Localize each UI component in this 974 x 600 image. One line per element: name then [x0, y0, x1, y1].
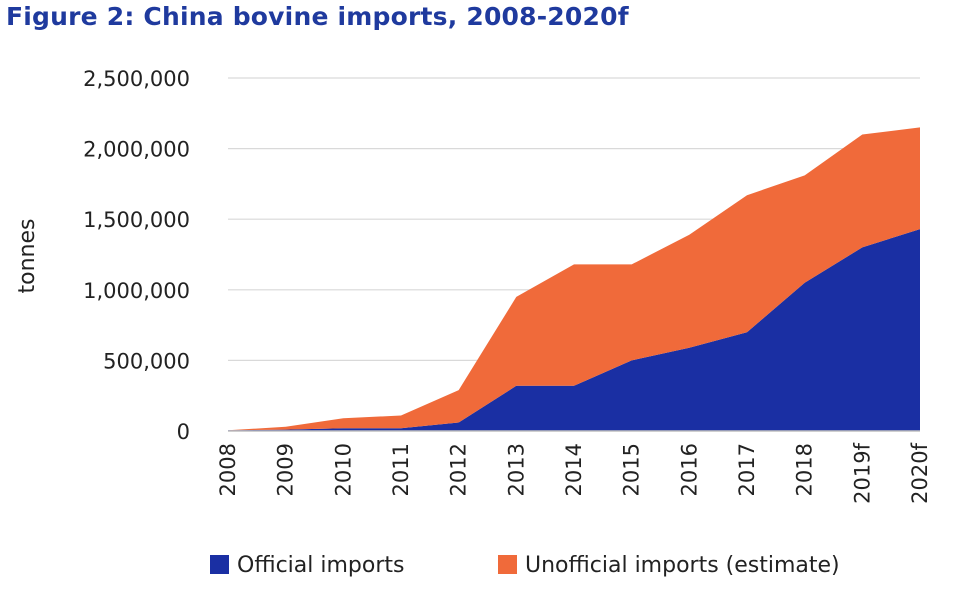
y-tick-label: 2,000,000: [83, 138, 190, 162]
legend-label: Official imports: [237, 553, 404, 578]
y-tick-label: 1,000,000: [83, 279, 190, 303]
x-tick-label: 2013: [504, 443, 528, 496]
y-tick-label: 500,000: [103, 349, 190, 373]
x-tick-label: 2008: [216, 443, 240, 496]
area-series: [228, 127, 920, 431]
area-official-imports: [228, 229, 920, 431]
x-tick-label: 2011: [389, 443, 413, 496]
area-unofficial-imports: [228, 127, 920, 431]
x-tick-label: 2012: [447, 443, 471, 496]
legend-label: Unofficial imports (estimate): [525, 553, 840, 578]
x-tick-label: 2014: [562, 443, 586, 496]
x-tick-label: 2015: [620, 443, 644, 496]
axes: 0 500,000 1,000,000 1,500,000 2,000,000 2,500…: [83, 67, 932, 504]
legend: Official imports Unofficial imports (esti…: [210, 553, 840, 578]
x-tick-label: 2010: [331, 443, 355, 496]
y-axis-label: tonnes: [15, 219, 40, 294]
x-tick-label: 2009: [274, 443, 298, 496]
chart-title: Figure 2: China bovine imports, 2008-202…: [6, 2, 629, 31]
legend-item-unofficial: Unofficial imports (estimate): [498, 553, 840, 578]
x-tick-label: 2019f: [850, 442, 874, 503]
legend-item-official: Official imports: [210, 553, 404, 578]
x-tick-label: 2016: [677, 443, 701, 496]
y-tick-label: 0: [177, 420, 190, 444]
x-tick-label: 2018: [793, 443, 817, 496]
x-tick-label: 2020f: [908, 442, 932, 503]
y-tick-label: 2,500,000: [83, 67, 190, 91]
legend-swatch: [210, 555, 229, 574]
x-tick-label: 2017: [735, 443, 759, 496]
y-tick-label: 1,500,000: [83, 208, 190, 232]
legend-swatch: [498, 555, 517, 574]
